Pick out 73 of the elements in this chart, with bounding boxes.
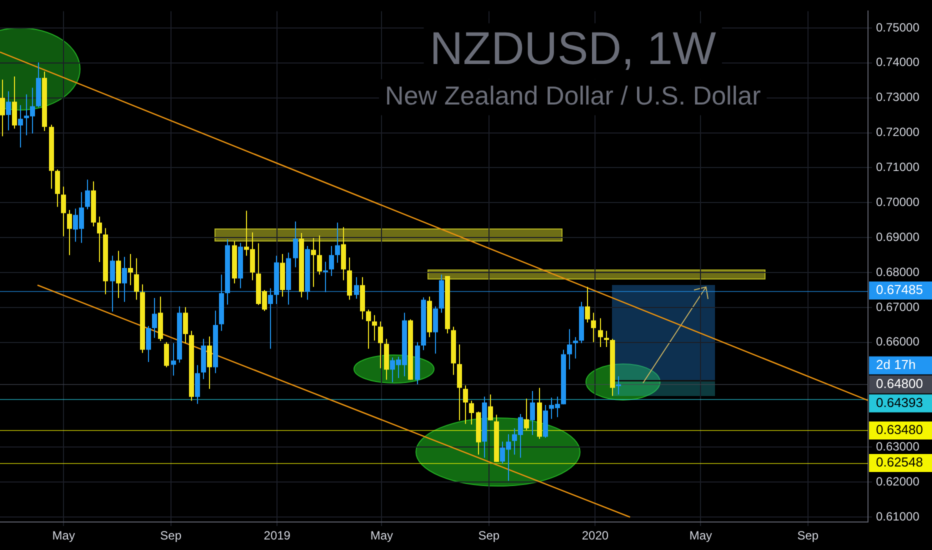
x-tick-label: Sep — [160, 528, 182, 543]
y-tick-label: 0.67000 — [876, 300, 920, 314]
candlestick — [433, 306, 438, 354]
ref-line-label: 0.63480 — [876, 422, 923, 438]
candlestick — [329, 245, 334, 277]
chart-title: NZDUSD, 1W — [430, 22, 717, 74]
y-tick-label: 0.70000 — [876, 194, 920, 209]
candlestick — [55, 168, 60, 208]
candlestick — [97, 216, 102, 263]
candlestick — [311, 237, 316, 288]
candlestick — [18, 104, 23, 148]
candlestick — [85, 179, 90, 210]
ref-line-label: 0.64800 — [876, 376, 923, 391]
ref-line-label: 0.64393 — [876, 394, 923, 410]
candlestick — [354, 276, 359, 300]
x-tick-label: May — [370, 528, 394, 543]
candlestick — [122, 256, 127, 302]
candlestick — [268, 288, 273, 350]
x-tick-label: 2020 — [582, 528, 609, 543]
candlestick — [6, 90, 11, 131]
candlestick — [207, 336, 212, 390]
candlestick — [293, 221, 298, 268]
candlestick — [573, 336, 578, 359]
y-tick-label: 0.66000 — [876, 334, 920, 349]
candlestick — [524, 398, 529, 431]
candlestick — [171, 342, 176, 376]
candlestick — [116, 250, 121, 299]
candlestick — [61, 186, 66, 237]
candlestick — [195, 364, 200, 404]
candlestick — [567, 328, 572, 370]
text: New Zealand Dollar / U.S. Dollar — [385, 80, 762, 110]
y-tick-label: 0.61000 — [876, 509, 920, 524]
candlestick — [457, 344, 462, 421]
candlestick — [0, 79, 5, 137]
y-tick-label: 0.74000 — [876, 55, 920, 70]
x-tick-label: 2019 — [264, 528, 291, 543]
ref-line-label: 0.62548 — [876, 454, 923, 470]
candlestick — [604, 330, 609, 348]
candlestick — [317, 235, 322, 276]
y-tick-label: 0.63000 — [876, 440, 920, 454]
x-tick-label: May — [689, 528, 712, 543]
candlestick — [585, 286, 590, 323]
candlestick — [335, 222, 340, 264]
x-tick-label: Sep — [478, 528, 500, 543]
candlestick — [128, 254, 133, 286]
y-tick-label: 0.75000 — [876, 20, 920, 34]
candlestick — [146, 325, 151, 362]
y-tick-label: 0.72000 — [876, 125, 920, 140]
candlestick — [110, 255, 115, 312]
candlestick — [372, 314, 377, 342]
candlestick — [591, 312, 596, 343]
y-tick-label: 0.68000 — [876, 264, 920, 279]
candlestick — [134, 258, 139, 300]
candlestick — [469, 400, 474, 426]
candlestick — [152, 298, 157, 338]
ref-line-label: 0.67485 — [876, 282, 923, 298]
y-tick-label: 0.73000 — [876, 90, 920, 104]
candlestick — [488, 394, 493, 421]
candlestick — [463, 384, 468, 424]
text: 2d 17h — [876, 356, 916, 372]
candlestick — [67, 210, 72, 256]
candlestick — [164, 342, 169, 368]
x-tick-label: May — [52, 528, 75, 543]
candlestick — [530, 390, 535, 436]
y-tick-label: 0.62000 — [876, 474, 920, 488]
y-tick-label: 0.69000 — [876, 230, 920, 244]
candlestick — [378, 320, 383, 369]
candlestick — [598, 318, 603, 348]
x-tick-label: Sep — [797, 528, 819, 543]
candlestick — [183, 306, 188, 344]
candlestick — [366, 309, 371, 350]
y-tick-label: 0.71000 — [876, 160, 920, 174]
candlestick — [12, 76, 17, 130]
